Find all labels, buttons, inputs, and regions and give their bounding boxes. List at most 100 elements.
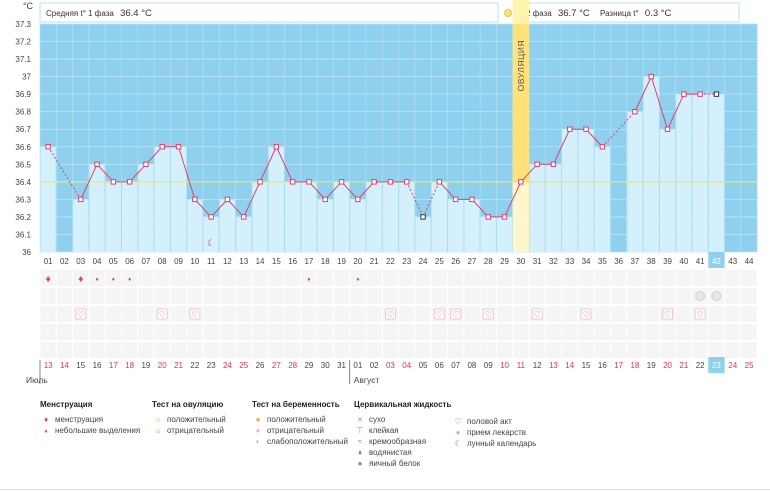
- cycle-day-label: 30: [516, 257, 525, 266]
- plot-area: ОВУЛЯЦИЯ ☾: [39, 0, 758, 268]
- cycle-day-label: 39: [663, 257, 672, 266]
- date-label: 03: [386, 361, 395, 370]
- intercourse-cell: [482, 308, 494, 320]
- date-label: 02: [370, 361, 379, 370]
- date-label: 11: [517, 361, 526, 370]
- temperature-segment: [210, 199, 228, 218]
- dry-icon: ×: [357, 415, 363, 424]
- legend-pregnancy-test-title: Тест на беременность: [252, 400, 340, 409]
- temperature-segment: [129, 163, 147, 183]
- sticky-icon: ⊤: [356, 426, 364, 435]
- temperature-bar: [40, 146, 56, 252]
- y-tick-label: 37.3: [15, 20, 31, 29]
- cycle-day-label: 37: [630, 257, 639, 266]
- temperature-bar: [692, 94, 708, 253]
- cycle-day-label: 31: [533, 257, 542, 266]
- intercourse-cell: [694, 308, 706, 320]
- temperature-point: [648, 73, 654, 80]
- heart-icon: ♡: [454, 417, 462, 426]
- temperature-bar: [464, 199, 480, 252]
- legend-item: водянистая: [369, 448, 412, 457]
- cycle-day-label: 04: [93, 257, 102, 266]
- intercourse-cell: [531, 308, 543, 320]
- spotting-drop-icon: ♦: [307, 277, 310, 283]
- intercourse-cell: [75, 308, 87, 320]
- temperature-point: [355, 196, 361, 203]
- temperature-segment: [438, 181, 457, 200]
- cycle-day-label: 15: [272, 257, 281, 266]
- cycle-day-label: 36: [614, 257, 623, 266]
- heart-icon: ♡: [387, 310, 394, 319]
- temperature-segment: [504, 181, 522, 218]
- cycle-day-label: 12: [223, 257, 232, 266]
- y-tick-label: 36.4: [15, 178, 31, 187]
- temperature-bar: [350, 199, 366, 252]
- temperature-point: [436, 179, 443, 185]
- temperature-bar: [399, 181, 415, 252]
- temperature-point: [387, 179, 394, 185]
- temperature-segment: [422, 181, 440, 218]
- temperature-segment: [341, 181, 359, 200]
- date-label: 22: [190, 361, 199, 370]
- cycle-day-label: 11: [207, 257, 216, 266]
- temperature-bar: [187, 199, 203, 252]
- temperature-point: [534, 161, 540, 168]
- date-label: 01: [353, 361, 362, 370]
- temperature-point: [159, 144, 165, 150]
- temperature-bar: [301, 181, 317, 252]
- date-label: 15: [582, 361, 591, 370]
- date-label: 17: [109, 361, 118, 370]
- legend-item: небольшие выделения: [55, 426, 141, 435]
- temperature-segment: [227, 199, 245, 218]
- temperature-point: [143, 161, 149, 168]
- svg-text:Средняя t° 1 фаза 36.4 °: Средняя t° 1 фаза 36.4 °C: [46, 8, 152, 19]
- temperature-bar: [708, 94, 725, 253]
- temperature-bar: [659, 129, 676, 252]
- cycle-day-label: 33: [565, 257, 574, 266]
- heart-icon: ♡: [534, 310, 541, 319]
- temperature-point: [664, 126, 671, 132]
- legend-item: отрицательный: [267, 426, 324, 435]
- sun-icon: [504, 9, 512, 17]
- temperature-point: [306, 179, 312, 185]
- heart-icon: ♡: [436, 310, 443, 319]
- temperature-point: [224, 196, 231, 203]
- cycle-day-label: 24: [419, 257, 428, 266]
- legend-ovulation-test: Тест на овуляцию ☼ положительный ☼ отрицат…: [152, 400, 226, 436]
- temperature-point: [110, 179, 117, 185]
- intercourse-cell: [156, 308, 168, 320]
- date-label: 27: [272, 361, 281, 370]
- cycle-day-label: 32: [549, 257, 558, 266]
- temperature-point: [632, 108, 638, 115]
- temperature-segment: [96, 163, 114, 183]
- date-label: 25: [239, 361, 248, 370]
- date-label: 20: [663, 361, 672, 370]
- legend-item: положительный: [267, 415, 326, 424]
- cycle-day-label: 01: [44, 257, 53, 266]
- spotting-drop-icon: ♦: [356, 277, 359, 283]
- temperature-segment: [178, 146, 196, 200]
- y-tick-label: 37.1: [15, 55, 31, 64]
- cycle-day-label: 19: [337, 257, 346, 266]
- temperature-bar: [643, 76, 659, 252]
- chart-header: °C Средняя t° 1 фаза 36.4 °C 2 фаза 36.7…: [23, 1, 740, 23]
- temperature-bar: [578, 129, 594, 252]
- cycle-day-label: 20: [353, 257, 362, 266]
- bbt-chart: °C Средняя t° 1 фаза 36.4 °C 2 фаза 36.7…: [15, 0, 758, 385]
- date-label: 24: [223, 361, 232, 370]
- bottom-divider: [0, 489, 770, 490]
- date-label: 19: [647, 361, 656, 370]
- date-label: 28: [288, 361, 297, 370]
- legend-item: отрицательный: [167, 426, 224, 435]
- temperature-bar: [203, 216, 219, 252]
- temperature-bar: [480, 216, 496, 252]
- date-label: 06: [435, 361, 444, 370]
- temperature-point: [192, 196, 198, 203]
- date-label: 16: [598, 361, 607, 370]
- spotting-drop-icon: ♦: [112, 277, 115, 283]
- temperature-point: [322, 196, 328, 203]
- y-tick-label: 36.9: [15, 90, 31, 99]
- temperature-point: [469, 196, 475, 203]
- phase1-label: Средняя t° 1 фаза: [46, 9, 114, 18]
- spotting-drop-icon: ♦: [128, 277, 131, 283]
